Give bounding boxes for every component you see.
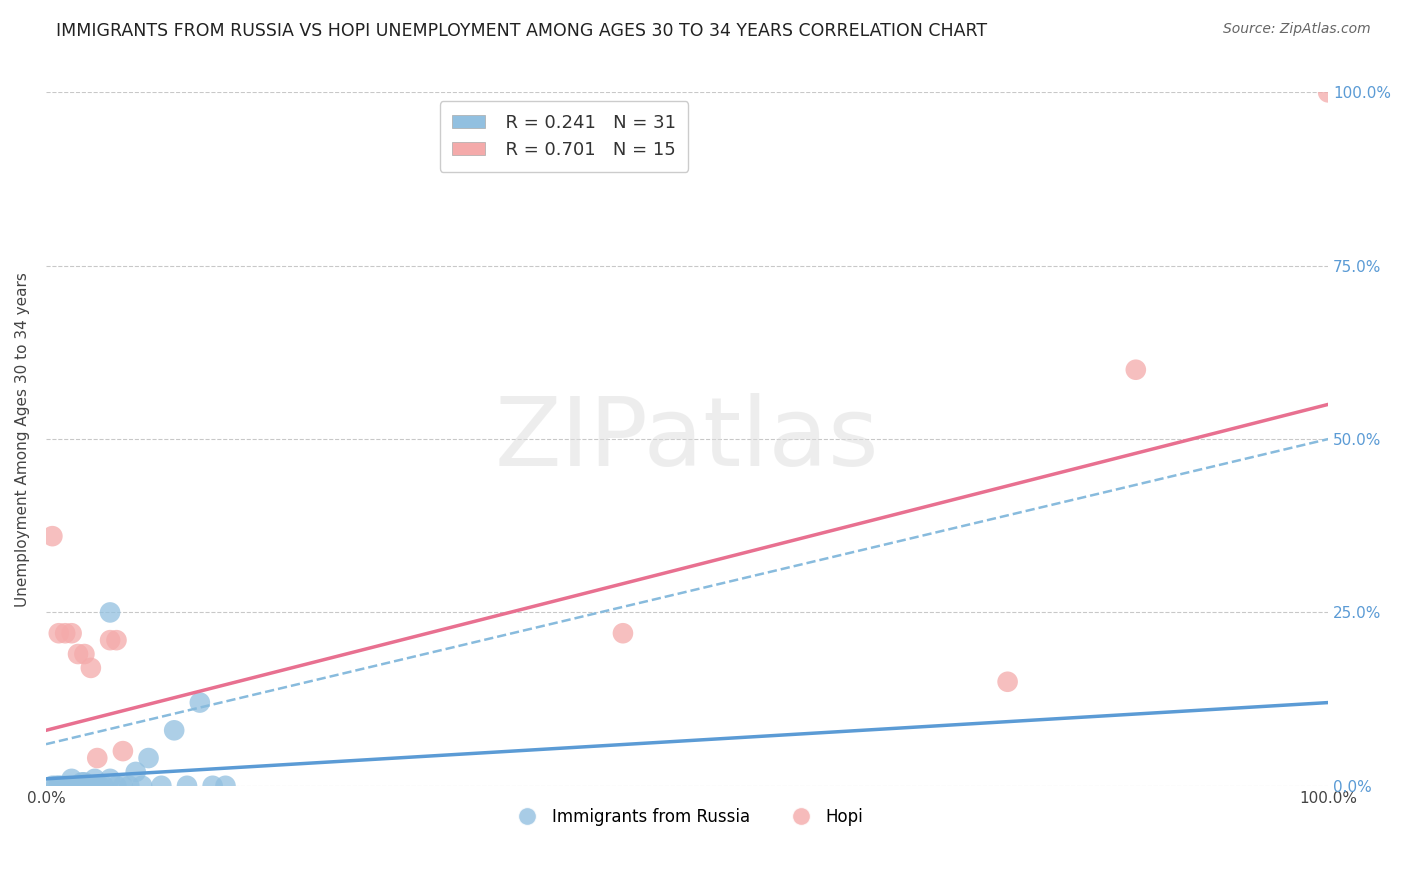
Point bbox=[105, 633, 128, 648]
Point bbox=[89, 779, 111, 793]
Point bbox=[1317, 86, 1340, 100]
Point bbox=[176, 779, 198, 793]
Point bbox=[98, 633, 121, 648]
Point bbox=[76, 779, 98, 793]
Point bbox=[73, 775, 96, 789]
Point bbox=[125, 764, 148, 779]
Point bbox=[93, 779, 115, 793]
Point bbox=[70, 775, 93, 789]
Text: ZIPatlas: ZIPatlas bbox=[495, 392, 879, 485]
Point bbox=[1125, 362, 1147, 376]
Point bbox=[60, 626, 83, 640]
Point bbox=[131, 779, 153, 793]
Point bbox=[98, 772, 121, 786]
Text: Source: ZipAtlas.com: Source: ZipAtlas.com bbox=[1223, 22, 1371, 37]
Point bbox=[150, 779, 173, 793]
Point bbox=[41, 779, 63, 793]
Point bbox=[66, 647, 89, 661]
Point bbox=[163, 723, 186, 738]
Y-axis label: Unemployment Among Ages 30 to 34 years: Unemployment Among Ages 30 to 34 years bbox=[15, 272, 30, 607]
Point bbox=[80, 661, 103, 675]
Point bbox=[118, 779, 141, 793]
Point bbox=[45, 779, 67, 793]
Legend: Immigrants from Russia, Hopi: Immigrants from Russia, Hopi bbox=[505, 802, 870, 833]
Point bbox=[111, 779, 134, 793]
Point bbox=[214, 779, 236, 793]
Point bbox=[188, 696, 211, 710]
Point bbox=[80, 779, 103, 793]
Point bbox=[60, 772, 83, 786]
Point bbox=[138, 751, 160, 765]
Point bbox=[86, 751, 108, 765]
Point bbox=[612, 626, 634, 640]
Point bbox=[63, 779, 86, 793]
Point bbox=[41, 529, 63, 543]
Point bbox=[53, 626, 76, 640]
Point bbox=[98, 606, 121, 620]
Point bbox=[58, 779, 80, 793]
Point bbox=[66, 779, 89, 793]
Point bbox=[105, 779, 128, 793]
Point bbox=[83, 772, 105, 786]
Point bbox=[48, 779, 70, 793]
Point bbox=[201, 779, 224, 793]
Point bbox=[53, 779, 76, 793]
Text: IMMIGRANTS FROM RUSSIA VS HOPI UNEMPLOYMENT AMONG AGES 30 TO 34 YEARS CORRELATIO: IMMIGRANTS FROM RUSSIA VS HOPI UNEMPLOYM… bbox=[56, 22, 987, 40]
Point bbox=[111, 744, 134, 758]
Point bbox=[997, 674, 1019, 689]
Point bbox=[73, 647, 96, 661]
Point bbox=[86, 779, 108, 793]
Point bbox=[51, 779, 73, 793]
Point bbox=[48, 626, 70, 640]
